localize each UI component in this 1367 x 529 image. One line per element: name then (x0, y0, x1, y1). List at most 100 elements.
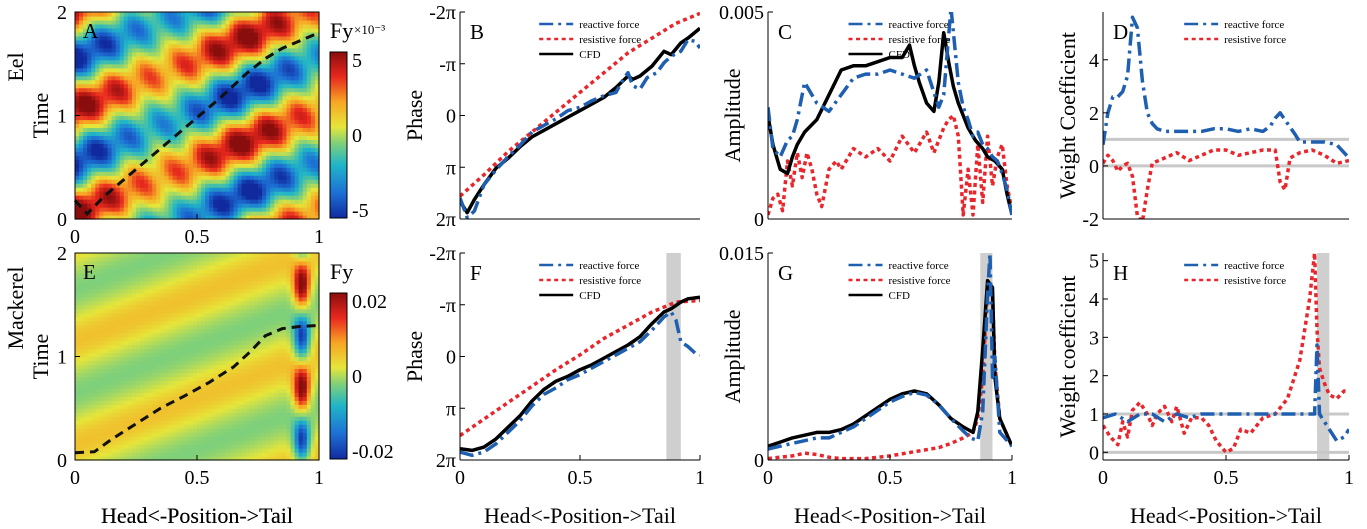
heat-cell (111, 272, 117, 278)
heat-cell (87, 159, 92, 164)
heat-cell (172, 75, 178, 81)
heat-cell (83, 316, 88, 322)
heat-cell (123, 99, 129, 105)
heat-cell (156, 332, 161, 338)
heat-cell (201, 175, 206, 180)
heat-cell (176, 356, 182, 362)
heat-cell (107, 304, 113, 310)
heat-cell (168, 35, 174, 41)
heat-cell (131, 384, 137, 389)
heat-cell (176, 183, 182, 188)
heat-cell (119, 195, 125, 200)
heat-cell (192, 308, 198, 314)
heat-cell (99, 332, 105, 338)
heat-cell (180, 59, 186, 65)
heat-cell (136, 332, 141, 338)
heat-cell (164, 276, 170, 282)
heat-cell (127, 135, 133, 140)
heat-cell (168, 364, 174, 370)
heat-cell (111, 280, 117, 286)
heat-cell (192, 151, 198, 156)
heat-cell (172, 51, 178, 57)
heat-cell (241, 111, 247, 117)
heat-cell (83, 368, 88, 374)
heat-cell (140, 264, 145, 270)
heat-cell (115, 352, 121, 358)
heat-cell (87, 276, 92, 282)
heat-cell (253, 19, 259, 25)
heat-cell (79, 55, 84, 61)
heat-cell (111, 320, 117, 326)
heat-cell (103, 207, 109, 212)
heat-cell (245, 35, 251, 41)
heat-cell (266, 91, 271, 97)
heat-cell (209, 131, 214, 136)
heat-cell (168, 55, 174, 61)
heat-cell (253, 127, 259, 133)
heat-cell (144, 163, 149, 168)
heat-cell (79, 340, 84, 346)
heat-cell (83, 183, 88, 188)
heat-cell (286, 147, 292, 152)
heat-cell (201, 207, 206, 212)
heat-cell (107, 35, 113, 41)
heat-cell (160, 199, 166, 204)
heat-cell (119, 452, 125, 457)
heat-cell (160, 384, 166, 389)
heat-cell (274, 55, 279, 61)
heat-cell (160, 308, 166, 314)
heat-cell (111, 416, 117, 421)
heat-cell (152, 183, 157, 188)
heat-cell (144, 63, 149, 69)
heat-cell (258, 195, 263, 200)
heat-cell (115, 207, 121, 212)
heat-cell (172, 456, 178, 461)
heat-cell (156, 404, 161, 409)
heat-cell (184, 253, 190, 258)
heat-cell (123, 256, 129, 262)
heat-cell (131, 47, 137, 53)
heat-cell (131, 43, 137, 49)
heat-cell (270, 127, 275, 133)
heat-cell (233, 203, 239, 208)
heat-cell (314, 12, 320, 17)
heat-cell (115, 99, 121, 105)
heat-cell (172, 143, 178, 148)
heat-cell (148, 123, 153, 129)
heat-cell (290, 151, 296, 156)
heat-cell (221, 19, 227, 25)
heat-cell (95, 384, 100, 389)
heat-cell (107, 292, 113, 298)
heat-cell (192, 19, 198, 25)
heat-cell (140, 253, 145, 258)
heat-cell (123, 51, 129, 57)
heat-cell (298, 139, 304, 144)
heat-cell (164, 163, 170, 168)
heat-cell (140, 384, 145, 389)
heat-cell (217, 368, 222, 374)
heat-cell (213, 107, 218, 113)
heat-cell (245, 155, 251, 160)
heat-cell (184, 175, 190, 180)
heat-cell (87, 432, 92, 437)
heat-cell (209, 155, 214, 160)
heat-cell (266, 147, 271, 152)
heat-cell (103, 288, 109, 294)
heat-cell (115, 424, 121, 429)
heat-cell (87, 115, 92, 121)
heat-cell (184, 364, 190, 370)
heat-cell (290, 147, 296, 152)
heat-cell (95, 264, 100, 270)
heat-cell (237, 87, 243, 93)
heat-cell (144, 87, 149, 93)
heat-cell (241, 155, 247, 160)
heat-cell (75, 264, 80, 270)
heat-cell (237, 175, 243, 180)
heat-cell (91, 99, 96, 105)
heat-cell (314, 83, 320, 89)
heat-cell (249, 207, 255, 212)
heat-cell (197, 440, 202, 445)
heat-cell (237, 147, 243, 152)
heat-cell (103, 195, 109, 200)
heat-cell (119, 253, 125, 258)
